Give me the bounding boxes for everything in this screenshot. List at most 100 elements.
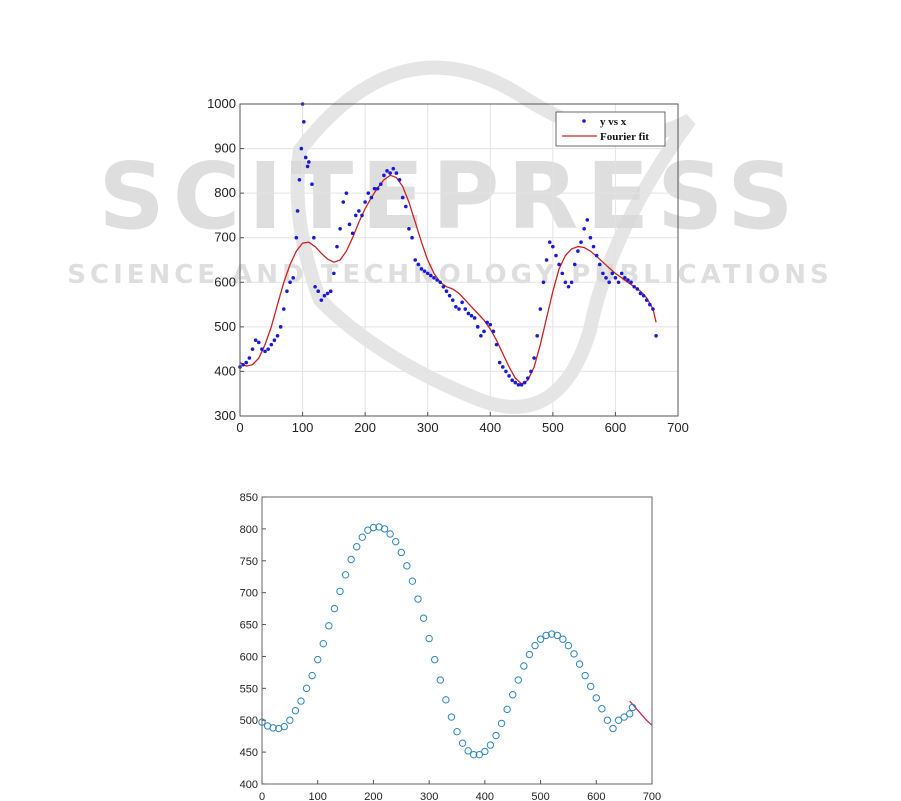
- data-point: [312, 235, 316, 240]
- chart2-x-ticks: 0 100 200 300 400 500 600 700: [259, 780, 661, 801]
- data-point: [360, 213, 364, 218]
- data-circle: [386, 530, 394, 538]
- data-circle: [553, 631, 561, 640]
- y-tick-label: 800: [214, 185, 236, 200]
- data-circle: [620, 713, 628, 721]
- data-circle: [414, 595, 422, 603]
- data-point: [344, 191, 349, 195]
- data-circle: [559, 635, 567, 643]
- chart1-point-series: [238, 102, 658, 387]
- y-tick-label: 550: [240, 683, 258, 695]
- data-point: [535, 333, 540, 338]
- y-tick-label: 700: [240, 588, 258, 600]
- data-point: [250, 347, 255, 351]
- data-point: [460, 300, 464, 305]
- chart1-frame: [239, 103, 679, 417]
- data-point: [425, 271, 430, 276]
- data-point: [635, 287, 640, 291]
- y-tick-label: 500: [214, 319, 236, 334]
- data-point: [291, 276, 295, 280]
- data-point: [585, 218, 590, 222]
- data-point: [319, 298, 324, 302]
- data-point: [475, 325, 480, 329]
- data-circle: [536, 635, 545, 643]
- data-point: [551, 244, 555, 249]
- data-point: [288, 280, 292, 285]
- data-point: [457, 307, 461, 311]
- data-circle: [464, 747, 472, 755]
- y-tick-label: 1000: [207, 96, 236, 111]
- data-point: [432, 276, 436, 280]
- data-point: [463, 307, 468, 311]
- data-circle: [628, 703, 637, 712]
- data-point: [357, 209, 361, 213]
- chart2-y-ticks: 400 450 500 550 600 650 700 750 800 850: [240, 492, 266, 791]
- x-tick-label: 400: [479, 420, 501, 435]
- data-circle: [436, 676, 444, 684]
- data-point: [576, 249, 580, 253]
- data-circle: [442, 696, 450, 704]
- legend-box: [555, 111, 666, 147]
- y-tick-label: 700: [214, 230, 236, 245]
- data-circle: [353, 543, 361, 551]
- data-circle: [626, 710, 634, 718]
- legend-marker-points: [582, 119, 586, 123]
- data-circle: [314, 655, 322, 664]
- data-point: [422, 269, 427, 273]
- data-point: [601, 271, 605, 276]
- data-point: [516, 383, 521, 387]
- data-point: [332, 271, 336, 276]
- data-point: [547, 240, 552, 244]
- data-circle: [369, 523, 378, 532]
- data-circle: [291, 706, 300, 715]
- data-circle: [447, 713, 456, 721]
- data-point: [295, 209, 300, 213]
- data-point: [263, 349, 267, 354]
- data-point: [266, 347, 270, 351]
- data-point: [302, 120, 306, 124]
- data-circle: [453, 728, 461, 736]
- data-point: [385, 169, 389, 173]
- watermark-word: SCITEPRESS: [98, 143, 801, 250]
- data-circle: [297, 697, 305, 705]
- data-circle: [425, 634, 433, 643]
- x-tick-label: 0: [259, 791, 265, 801]
- data-circle: [548, 630, 556, 638]
- data-point: [253, 338, 258, 343]
- data-point: [347, 222, 352, 227]
- data-point: [338, 227, 342, 231]
- x-tick-label: 400: [476, 791, 494, 801]
- data-point: [372, 186, 377, 191]
- data-point: [310, 182, 314, 187]
- data-point: [305, 164, 310, 169]
- data-point: [479, 333, 483, 338]
- x-tick-label: 600: [587, 791, 605, 801]
- data-circle: [392, 537, 400, 546]
- data-point: [328, 289, 333, 294]
- data-point: [623, 276, 627, 280]
- data-point: [469, 313, 474, 318]
- data-point: [654, 333, 658, 338]
- x-tick-label: 100: [292, 420, 314, 435]
- data-point: [651, 307, 655, 311]
- data-point: [435, 278, 439, 282]
- data-circle: [531, 641, 539, 650]
- data-point: [638, 291, 643, 296]
- y-tick-label: 300: [214, 408, 236, 423]
- data-circle: [564, 641, 573, 650]
- data-point: [363, 200, 367, 204]
- data-point: [641, 293, 646, 298]
- data-point: [278, 325, 283, 329]
- data-point: [529, 369, 533, 374]
- x-tick-label: 300: [420, 791, 438, 801]
- data-circle: [347, 555, 355, 564]
- data-point: [519, 383, 524, 387]
- data-circle: [330, 604, 339, 613]
- data-point: [497, 360, 502, 365]
- data-point: [510, 378, 514, 383]
- y-tick-label: 450: [240, 747, 258, 759]
- data-point: [541, 280, 546, 285]
- data-circle: [458, 739, 467, 747]
- x-tick-label: 700: [643, 791, 661, 801]
- data-point: [526, 376, 530, 380]
